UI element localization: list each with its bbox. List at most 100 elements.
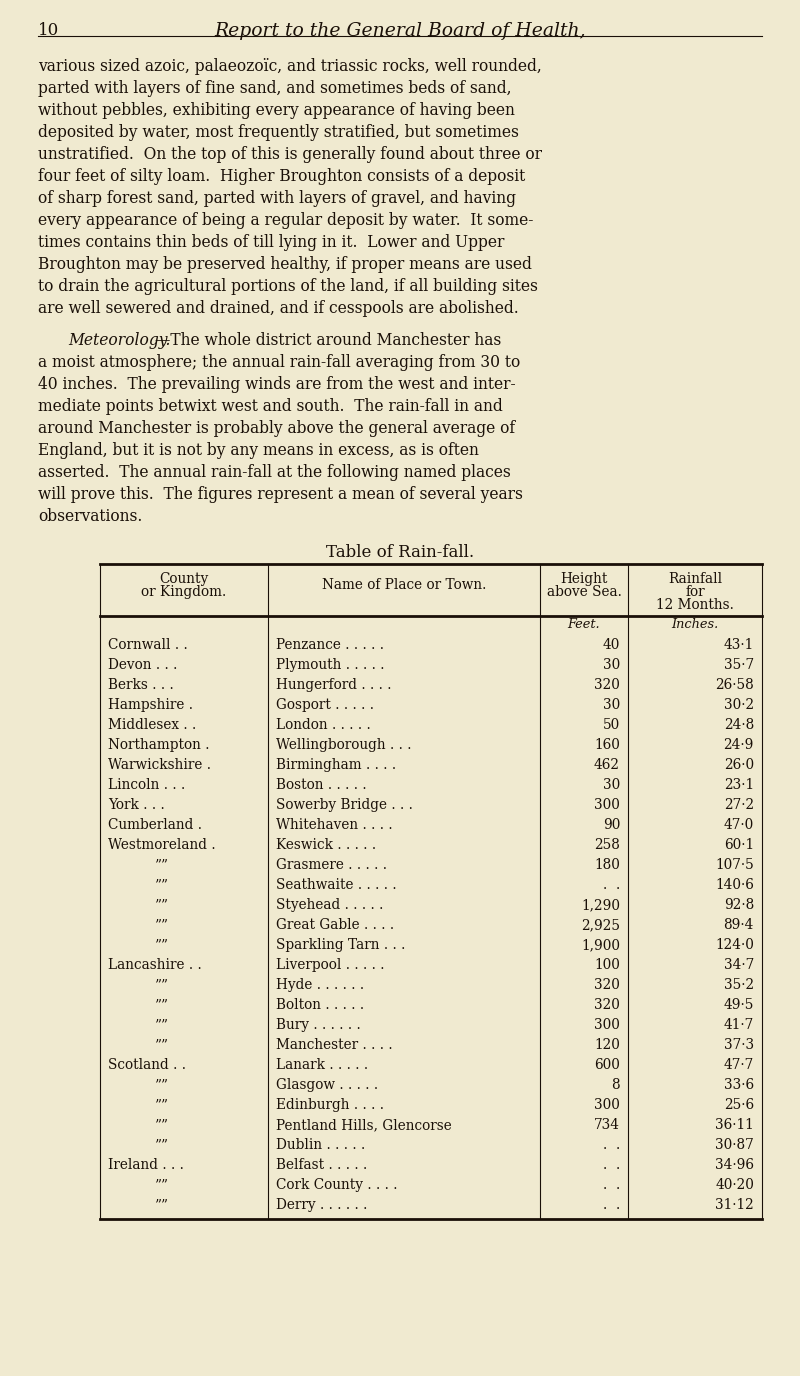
Text: 26·0: 26·0 xyxy=(724,758,754,772)
Text: Hampshire .: Hampshire . xyxy=(108,698,193,711)
Text: 12 Months.: 12 Months. xyxy=(656,599,734,612)
Text: ””: ”” xyxy=(155,1038,169,1053)
Text: Table of Rain-fall.: Table of Rain-fall. xyxy=(326,544,474,561)
Text: will prove this.  The figures represent a mean of several years: will prove this. The figures represent a… xyxy=(38,486,523,504)
Text: without pebbles, exhibiting every appearance of having been: without pebbles, exhibiting every appear… xyxy=(38,102,515,118)
Text: 160: 160 xyxy=(594,738,620,753)
Text: Great Gable . . . .: Great Gable . . . . xyxy=(276,918,394,932)
Text: ””: ”” xyxy=(155,1198,169,1212)
Text: observations.: observations. xyxy=(38,508,142,526)
Text: Northampton .: Northampton . xyxy=(108,738,210,753)
Text: asserted.  The annual rain-fall at the following named places: asserted. The annual rain-fall at the fo… xyxy=(38,464,510,482)
Text: Boston . . . . .: Boston . . . . . xyxy=(276,777,366,793)
Text: Pentland Hills, Glencorse: Pentland Hills, Glencorse xyxy=(276,1117,452,1132)
Text: Belfast . . . . .: Belfast . . . . . xyxy=(276,1159,367,1172)
Text: a moist atmosphere; the annual rain-fall averaging from 30 to: a moist atmosphere; the annual rain-fall… xyxy=(38,354,520,372)
Text: 25·6: 25·6 xyxy=(724,1098,754,1112)
Text: Cork County . . . .: Cork County . . . . xyxy=(276,1178,398,1192)
Text: Hungerford . . . .: Hungerford . . . . xyxy=(276,678,391,692)
Text: Westmoreland .: Westmoreland . xyxy=(108,838,216,852)
Text: ””: ”” xyxy=(155,998,169,1011)
Text: ””: ”” xyxy=(155,1077,169,1093)
Text: 35·7: 35·7 xyxy=(724,658,754,671)
Text: 2,925: 2,925 xyxy=(581,918,620,932)
Text: 40 inches.  The prevailing winds are from the west and inter-: 40 inches. The prevailing winds are from… xyxy=(38,376,516,394)
Text: times contains thin beds of till lying in it.  Lower and Upper: times contains thin beds of till lying i… xyxy=(38,234,504,250)
Text: 49·5: 49·5 xyxy=(724,998,754,1011)
Text: four feet of silty loam.  Higher Broughton consists of a deposit: four feet of silty loam. Higher Broughto… xyxy=(38,168,526,184)
Text: Broughton may be preserved healthy, if proper means are used: Broughton may be preserved healthy, if p… xyxy=(38,256,532,272)
Text: Ireland . . .: Ireland . . . xyxy=(108,1159,184,1172)
Text: .  .: . . xyxy=(602,878,620,892)
Text: 30·87: 30·87 xyxy=(715,1138,754,1152)
Text: 30: 30 xyxy=(602,698,620,711)
Text: 600: 600 xyxy=(594,1058,620,1072)
Text: 180: 180 xyxy=(594,859,620,872)
Text: 90: 90 xyxy=(602,817,620,832)
Text: .  .: . . xyxy=(602,1178,620,1192)
Text: Edinburgh . . . .: Edinburgh . . . . xyxy=(276,1098,384,1112)
Text: London . . . . .: London . . . . . xyxy=(276,718,370,732)
Text: Lincoln . . .: Lincoln . . . xyxy=(108,777,186,793)
Text: County: County xyxy=(159,572,209,586)
Text: ””: ”” xyxy=(155,859,169,872)
Text: Keswick . . . . .: Keswick . . . . . xyxy=(276,838,376,852)
Text: 1,290: 1,290 xyxy=(581,899,620,912)
Text: various sized azoic, palaeozoïc, and triassic rocks, well rounded,: various sized azoic, palaeozoïc, and tri… xyxy=(38,58,542,76)
Text: ””: ”” xyxy=(155,1178,169,1192)
Text: Lanark . . . . .: Lanark . . . . . xyxy=(276,1058,368,1072)
Text: 124·0: 124·0 xyxy=(715,938,754,952)
Text: Scotland . .: Scotland . . xyxy=(108,1058,186,1072)
Text: to drain the agricultural portions of the land, if all building sites: to drain the agricultural portions of th… xyxy=(38,278,538,294)
Text: 23·1: 23·1 xyxy=(724,777,754,793)
Text: 24·9: 24·9 xyxy=(724,738,754,753)
Text: 10: 10 xyxy=(38,22,59,39)
Text: 41·7: 41·7 xyxy=(724,1018,754,1032)
Text: Berks . . .: Berks . . . xyxy=(108,678,174,692)
Text: 35·2: 35·2 xyxy=(724,978,754,992)
Text: parted with layers of fine sand, and sometimes beds of sand,: parted with layers of fine sand, and som… xyxy=(38,80,511,96)
Text: Height: Height xyxy=(560,572,608,586)
Text: 320: 320 xyxy=(594,678,620,692)
Text: Glasgow . . . . .: Glasgow . . . . . xyxy=(276,1077,378,1093)
Text: ””: ”” xyxy=(155,1018,169,1032)
Text: Bolton . . . . .: Bolton . . . . . xyxy=(276,998,364,1011)
Text: Devon . . .: Devon . . . xyxy=(108,658,178,671)
Text: Styehead . . . . .: Styehead . . . . . xyxy=(276,899,383,912)
Text: ””: ”” xyxy=(155,978,169,992)
Text: Derry . . . . . .: Derry . . . . . . xyxy=(276,1198,367,1212)
Text: 30·2: 30·2 xyxy=(724,698,754,711)
Text: Dublin . . . . .: Dublin . . . . . xyxy=(276,1138,366,1152)
Text: 300: 300 xyxy=(594,798,620,812)
Text: 33·6: 33·6 xyxy=(724,1077,754,1093)
Text: 34·96: 34·96 xyxy=(715,1159,754,1172)
Text: Wellingborough . . .: Wellingborough . . . xyxy=(276,738,411,753)
Text: ””: ”” xyxy=(155,1098,169,1112)
Text: 320: 320 xyxy=(594,978,620,992)
Text: Cornwall . .: Cornwall . . xyxy=(108,638,188,652)
Text: Report to the General Board of Health,: Report to the General Board of Health, xyxy=(214,22,586,40)
Text: Feet.: Feet. xyxy=(568,618,600,632)
Text: 43·1: 43·1 xyxy=(724,638,754,652)
Text: 40·20: 40·20 xyxy=(715,1178,754,1192)
Text: 300: 300 xyxy=(594,1018,620,1032)
Text: of sharp forest sand, parted with layers of gravel, and having: of sharp forest sand, parted with layers… xyxy=(38,190,516,206)
Text: Seathwaite . . . . .: Seathwaite . . . . . xyxy=(276,878,397,892)
Text: Gosport . . . . .: Gosport . . . . . xyxy=(276,698,374,711)
Text: 30: 30 xyxy=(602,777,620,793)
Text: around Manchester is probably above the general average of: around Manchester is probably above the … xyxy=(38,420,515,438)
Text: 120: 120 xyxy=(594,1038,620,1053)
Text: 140·6: 140·6 xyxy=(715,878,754,892)
Text: Plymouth . . . . .: Plymouth . . . . . xyxy=(276,658,385,671)
Text: 24·8: 24·8 xyxy=(724,718,754,732)
Text: 40: 40 xyxy=(602,638,620,652)
Text: England, but it is not by any means in excess, as is often: England, but it is not by any means in e… xyxy=(38,442,479,460)
Text: ””: ”” xyxy=(155,878,169,892)
Text: Lancashire . .: Lancashire . . xyxy=(108,958,202,971)
Text: 8: 8 xyxy=(611,1077,620,1093)
Text: 92·8: 92·8 xyxy=(724,899,754,912)
Text: Liverpool . . . . .: Liverpool . . . . . xyxy=(276,958,385,971)
Text: 30: 30 xyxy=(602,658,620,671)
Text: 60·1: 60·1 xyxy=(724,838,754,852)
Text: ””: ”” xyxy=(155,1117,169,1132)
